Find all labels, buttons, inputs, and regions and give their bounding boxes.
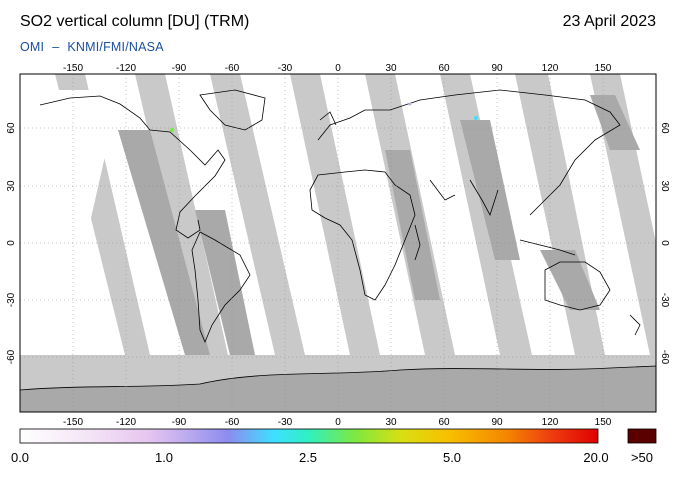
colorbar-label: 20.0 — [583, 450, 609, 465]
lon-tick-label: 90 — [491, 63, 503, 74]
lat-tick-label: 0 — [6, 240, 17, 246]
lat-ticks-left: 60 30 0 -30 -60 — [6, 122, 17, 364]
lon-tick-label: 0 — [335, 63, 341, 74]
arabia-coast — [429, 179, 456, 201]
lon-tick-label: 120 — [542, 417, 559, 428]
lat-ticks-right: 60 30 0 -30 -60 — [659, 122, 670, 364]
map-title: SO2 vertical column [DU] (TRM) — [20, 13, 250, 30]
colorbar-label: 5.0 — [442, 450, 462, 465]
swath — [470, 74, 575, 355]
north-america-coast — [39, 95, 226, 239]
source-label: KNMI/FMI/NASA — [67, 40, 164, 54]
lon-tick-label: -60 — [225, 63, 240, 74]
lat-tick-label: -30 — [659, 293, 670, 308]
coastlines — [39, 89, 641, 344]
swath — [320, 74, 425, 355]
lon-tick-label: 60 — [438, 417, 450, 428]
lon-ticks-bottom: -150 -120 -90 -60 -30 0 30 60 90 120 150 — [63, 417, 612, 428]
colorbar-label: 0.0 — [10, 450, 30, 465]
lon-tick-label: -30 — [278, 63, 293, 74]
credit-separator: – — [52, 40, 60, 54]
lon-tick-label: -90 — [172, 417, 187, 428]
instrument-label: OMI — [20, 40, 45, 54]
lon-tick-label: -120 — [116, 417, 136, 428]
uk-coast — [319, 111, 337, 126]
lat-tick-label: -60 — [659, 350, 670, 365]
colorbar-label: 2.5 — [298, 450, 318, 465]
so2-signal-spot — [170, 128, 174, 132]
colorbar-overflow-label: >50 — [630, 450, 654, 465]
lon-tick-label: -60 — [225, 417, 240, 428]
swath — [620, 74, 656, 355]
swath — [240, 74, 350, 355]
africa-coast — [309, 169, 416, 301]
greenland-coast — [199, 89, 266, 131]
lat-tick-label: 60 — [659, 122, 670, 134]
lon-tick-label: 120 — [542, 63, 559, 74]
lon-tick-label: 150 — [595, 63, 612, 74]
map-date: 23 April 2023 — [562, 13, 656, 30]
map-frame — [19, 73, 657, 413]
swath — [395, 74, 500, 355]
dark-band — [460, 120, 520, 260]
dark-band — [195, 210, 255, 355]
colorbar-label: 1.0 — [154, 450, 174, 465]
lon-tick-label: 30 — [385, 63, 397, 74]
lon-tick-label: -150 — [63, 63, 83, 74]
lat-tick-label: 0 — [659, 240, 670, 246]
south-america-coast — [191, 231, 251, 344]
lon-tick-label: -90 — [172, 63, 187, 74]
swath — [20, 90, 120, 355]
india-coast — [469, 179, 499, 217]
data-credit: OMI – KNMI/FMI/NASA — [20, 40, 164, 54]
antarctica — [20, 365, 656, 412]
new-zealand-coast — [629, 314, 641, 336]
so2-signal-spot — [408, 102, 412, 106]
lon-tick-label: 90 — [491, 417, 503, 428]
lon-tick-label: -30 — [278, 417, 293, 428]
lon-tick-label: 30 — [385, 417, 397, 428]
australia-coast — [544, 261, 611, 311]
lat-tick-label: 60 — [6, 122, 17, 134]
madagascar-coast — [414, 224, 421, 261]
lon-tick-label: -150 — [63, 417, 83, 428]
lon-tick-label: 0 — [335, 417, 341, 428]
colorbar — [19, 428, 599, 444]
graticule — [20, 74, 656, 412]
colorbar-overflow-swatch — [627, 428, 657, 444]
eurasia-coast — [317, 89, 621, 216]
lon-tick-label: 150 — [595, 417, 612, 428]
so2-signal-spot — [474, 116, 478, 120]
map-content — [20, 74, 656, 412]
lat-tick-label: -60 — [6, 349, 17, 364]
indonesia-coast — [519, 239, 576, 256]
lon-tick-label: 60 — [438, 63, 450, 74]
lat-tick-label: -30 — [6, 292, 17, 307]
lon-ticks-top: -150 -120 -90 -60 -30 0 30 60 90 120 150 — [63, 63, 612, 74]
swath — [548, 74, 650, 355]
lat-tick-label: 30 — [6, 180, 17, 192]
lon-tick-label: -120 — [116, 63, 136, 74]
lat-tick-label: 30 — [659, 180, 670, 192]
